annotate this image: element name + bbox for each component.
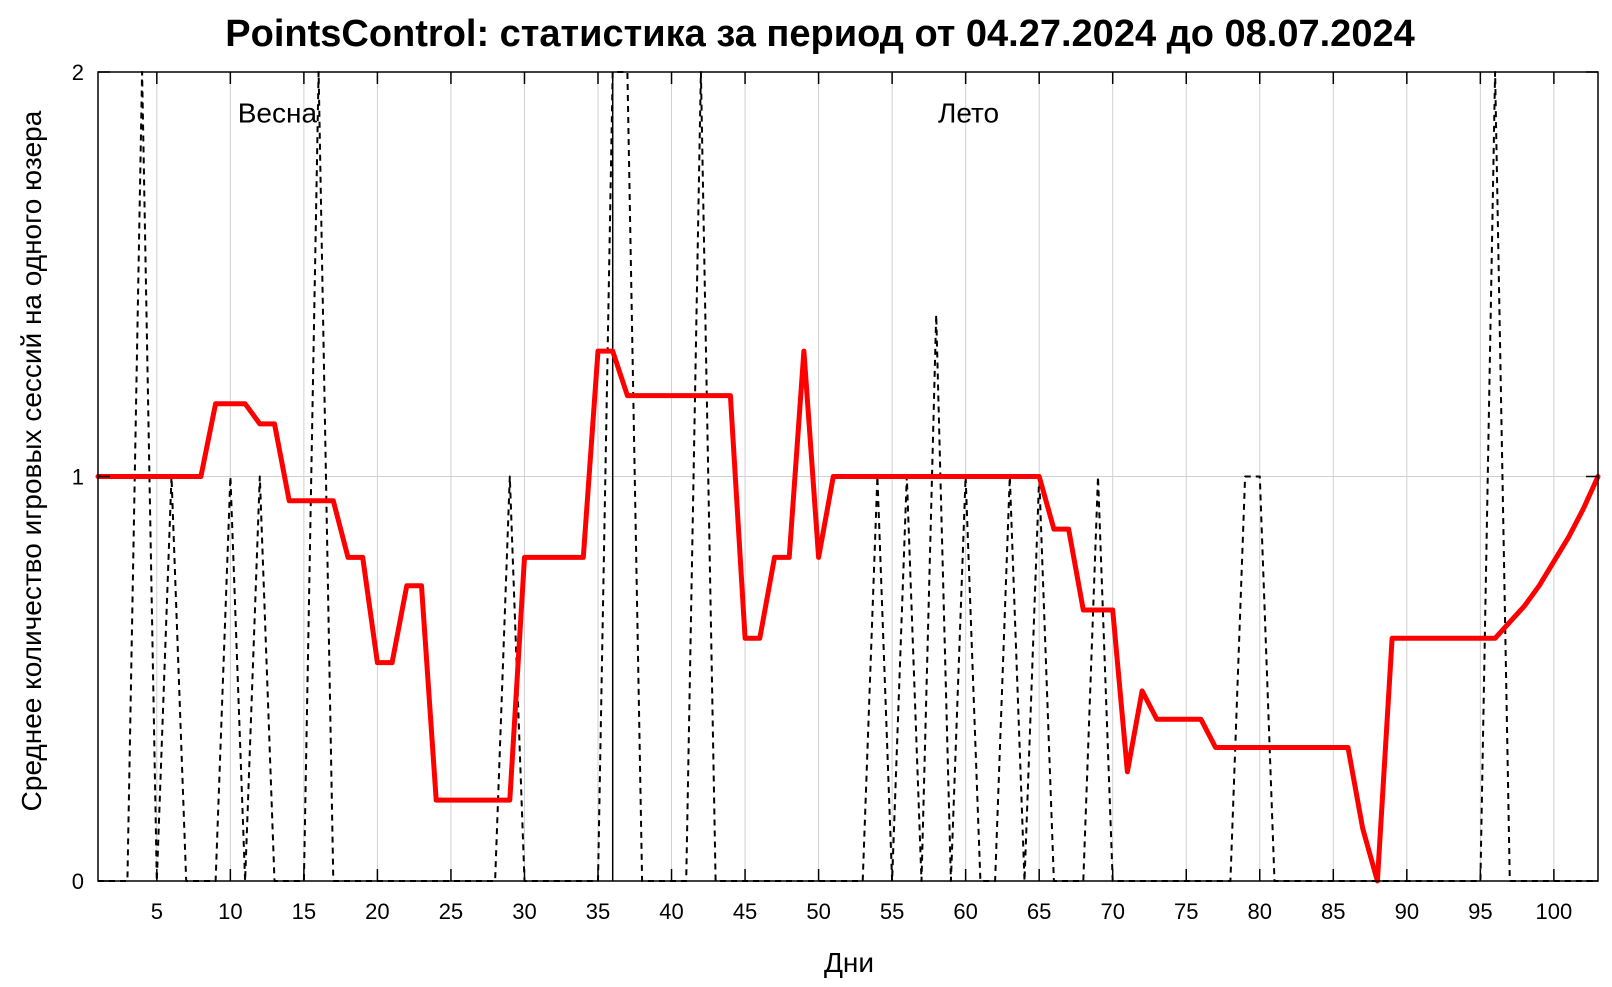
x-tick-label: 15 — [292, 899, 316, 924]
x-tick-label: 40 — [659, 899, 683, 924]
x-tick-label: 50 — [806, 899, 830, 924]
x-tick-label: 90 — [1395, 899, 1419, 924]
season-label: Весна — [238, 97, 318, 128]
axis-ticks: 5 10 15 20 25 30 35 40 45 50 55 60 65 70 75 80 85 90 95 100… — [72, 60, 1598, 924]
x-tick-label: 70 — [1100, 899, 1124, 924]
x-tick-label: 20 — [365, 899, 389, 924]
x-axis-label: Дни — [824, 947, 874, 978]
y-axis-label: Среднее количество игровых сессий на одн… — [16, 110, 47, 811]
season-label: Лето — [938, 97, 999, 128]
x-tick-label: 10 — [218, 899, 242, 924]
y-tick-label: 2 — [72, 60, 84, 85]
x-tick-label: 60 — [953, 899, 977, 924]
x-tick-label: 85 — [1321, 899, 1345, 924]
series-solid — [95, 348, 1601, 884]
x-tick-label: 55 — [880, 899, 904, 924]
y-tick-label: 0 — [72, 869, 84, 894]
x-tick-label: 5 — [151, 899, 163, 924]
x-tick-label: 35 — [586, 899, 610, 924]
x-tick-label: 95 — [1468, 899, 1492, 924]
annotations: Весна Лето — [238, 97, 999, 128]
x-tick-label: 75 — [1174, 899, 1198, 924]
y-tick-label: 1 — [72, 465, 84, 490]
series-line — [95, 348, 1601, 884]
x-tick-label: 45 — [733, 899, 757, 924]
x-tick-label: 30 — [512, 899, 536, 924]
x-tick-label: 80 — [1248, 899, 1272, 924]
x-tick-label: 65 — [1027, 899, 1051, 924]
chart-title: PointsControl: статистика за период от 0… — [225, 13, 1414, 55]
x-tick-label: 100 — [1536, 899, 1573, 924]
x-tick-label: 25 — [439, 899, 463, 924]
